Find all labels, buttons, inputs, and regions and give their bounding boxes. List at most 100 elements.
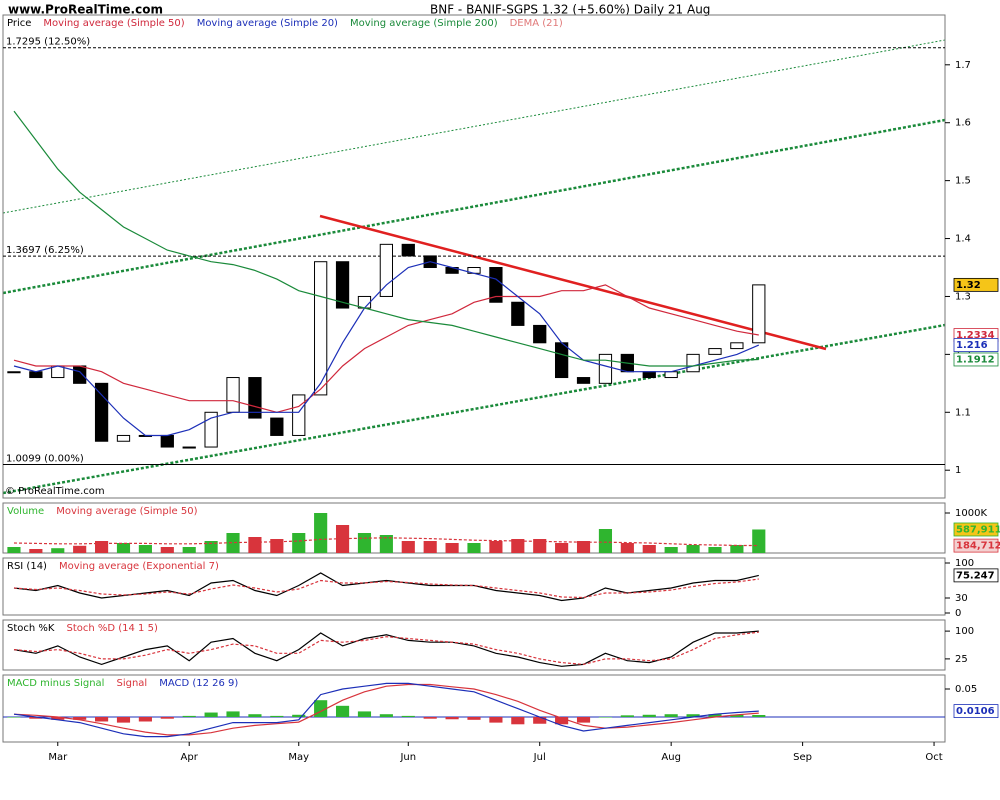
- histogram-bar: [511, 717, 525, 725]
- value-box: [953, 352, 999, 367]
- volume-bar: [642, 545, 656, 553]
- histogram-bar: [730, 714, 744, 718]
- candle: [576, 377, 591, 384]
- volume-bar: [29, 549, 43, 553]
- candle: [379, 243, 394, 297]
- chart-title: BNF - BANIF-SGPS 1.32 (+5.60%) Daily 21 …: [430, 3, 710, 17]
- value-label: 1.32: [956, 280, 981, 291]
- histogram-bar: [204, 712, 218, 718]
- y-tick-label: 1: [955, 465, 961, 476]
- legend-entry: MACD (12 26 9): [159, 678, 238, 689]
- candle: [642, 371, 656, 379]
- candle: [292, 394, 306, 436]
- value-label: 1.1912: [956, 354, 995, 365]
- x-tick-label: Sep: [793, 752, 812, 763]
- support-line: [2, 323, 946, 495]
- legend-entry: Stoch %K: [7, 623, 55, 634]
- histogram-bar: [752, 714, 766, 718]
- legend-entry: RSI (14): [7, 561, 47, 572]
- x-tick-label: Apr: [181, 752, 199, 763]
- histogram-bar: [708, 714, 722, 718]
- y-tick-label: 100: [955, 558, 974, 569]
- legend-entry: Moving average (Simple 50): [43, 18, 184, 29]
- histogram-bar: [576, 717, 591, 723]
- volume-bar: [357, 533, 372, 553]
- histogram-bar: [116, 717, 131, 723]
- histogram-bar: [292, 714, 306, 718]
- resistance-line: [319, 214, 827, 351]
- histogram-bar: [160, 717, 174, 719]
- volume-bar: [533, 539, 547, 553]
- candle: [708, 348, 722, 355]
- value-label: 75.247: [956, 570, 995, 581]
- panel-frame: [2, 619, 946, 671]
- histogram-bar: [467, 717, 481, 720]
- value-box: [953, 522, 999, 537]
- candle: [489, 267, 503, 303]
- series-line: [13, 578, 759, 599]
- y-tick-label: 1.3: [955, 291, 971, 302]
- legend-entry: Price: [7, 18, 31, 29]
- volume-bar: [226, 533, 240, 553]
- candle: [401, 243, 415, 257]
- histogram-bar: [620, 715, 634, 718]
- histogram-bar: [379, 714, 393, 718]
- legend-entry: MACD minus Signal: [7, 678, 104, 689]
- candle: [226, 377, 240, 413]
- x-tick-label: Jul: [533, 752, 546, 763]
- volume-bar: [51, 548, 65, 553]
- volume-bar: [620, 543, 634, 553]
- series-line: [13, 261, 760, 437]
- y-tick-label: 1.4: [955, 234, 971, 245]
- histogram-bar: [226, 711, 240, 718]
- candle: [204, 411, 218, 448]
- legend-entry: Moving average (Simple 200): [350, 18, 498, 29]
- histogram-bar: [401, 715, 415, 718]
- candle: [554, 342, 569, 379]
- value-box: [953, 538, 999, 553]
- volume-bar: [95, 541, 109, 553]
- volume-bar: [116, 543, 131, 553]
- volume-bar: [555, 543, 569, 553]
- volume-bar: [182, 547, 196, 553]
- candle: [533, 324, 547, 344]
- volume-bar: [576, 541, 591, 553]
- candle: [248, 377, 262, 419]
- candle: [686, 353, 700, 373]
- histogram-bar: [95, 717, 109, 722]
- series-line: [13, 537, 759, 547]
- candle: [7, 371, 21, 374]
- histogram-bar: [357, 711, 372, 718]
- y-tick-label: 0.05: [955, 684, 977, 695]
- histogram-bar: [555, 717, 569, 725]
- candle: [29, 371, 43, 379]
- value-box: [953, 338, 999, 353]
- candle: [270, 417, 284, 436]
- candle: [598, 353, 613, 384]
- series-line: [13, 110, 759, 367]
- volume-bar: [423, 541, 437, 553]
- x-tick-label: May: [288, 752, 309, 763]
- volume-bar: [686, 545, 700, 553]
- histogram-bar: [182, 715, 196, 718]
- y-tick-label: 30: [955, 593, 968, 604]
- x-tick-label: Mar: [48, 752, 68, 763]
- histogram-bar: [335, 705, 350, 718]
- series-line: [13, 630, 759, 667]
- level-label: 1.7295 (12.50%): [6, 37, 90, 48]
- histogram-bar: [29, 717, 43, 719]
- level-label: 1.3697 (6.25%): [6, 245, 84, 256]
- histogram-bar: [445, 717, 459, 720]
- candle: [94, 382, 109, 442]
- volume-bar: [292, 533, 306, 553]
- candle: [73, 365, 87, 384]
- volume-bar: [204, 541, 218, 553]
- volume-bar: [730, 545, 744, 553]
- volume-bar: [7, 547, 21, 553]
- value-label: 1.2334: [956, 330, 995, 341]
- volume-bar: [248, 537, 262, 553]
- histogram-bar: [51, 717, 65, 720]
- legend-entry: DEMA (21): [510, 18, 563, 29]
- histogram-bar: [533, 717, 547, 724]
